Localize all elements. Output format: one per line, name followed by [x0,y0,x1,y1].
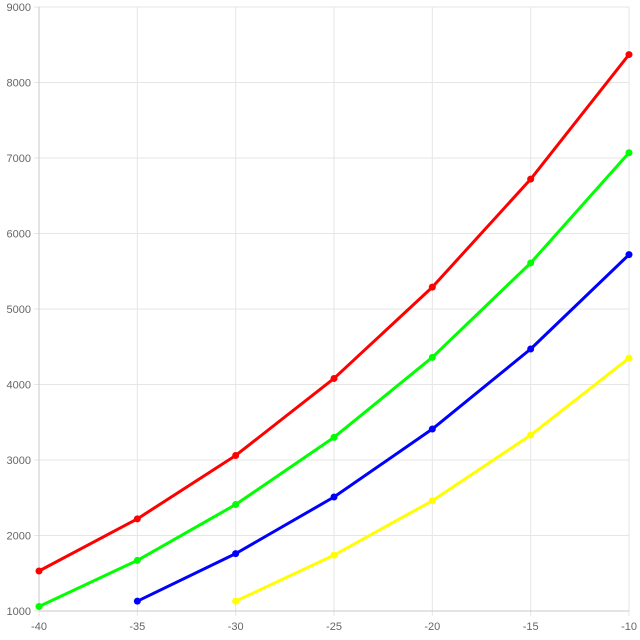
data-point [428,497,436,505]
x-tick-label: -25 [326,621,342,633]
y-tick-label: 7000 [7,153,31,165]
y-tick-label: 8000 [7,78,31,90]
x-tick-label: -40 [31,621,47,633]
axes [38,7,629,612]
data-point [35,602,43,610]
data-point [527,431,535,439]
y-tick-label: 5000 [7,304,31,316]
y-tick-label: 1000 [7,606,31,618]
data-point [527,259,535,267]
y-axis-ticks: 1000 2000 3000 4000 5000 6000 7000 8000 9000 [7,2,31,618]
series-4 [232,354,633,605]
data-point [232,597,240,605]
y-tick-label: 9000 [7,2,31,14]
data-point [428,283,436,291]
data-point [133,556,141,564]
data-point [232,451,240,459]
y-tick-label: 6000 [7,229,31,241]
data-point [330,433,338,441]
x-axis-ticks: -40 -35 -30 -25 -20 -15 -10 [31,621,637,633]
data-point [330,551,338,559]
series-line [135,253,631,603]
series-1 [35,51,633,575]
data-point [428,353,436,361]
data-point [625,149,633,157]
grid [34,6,630,616]
y-tick-label: 3000 [7,455,31,467]
data-point [428,425,436,433]
data-point [35,567,43,575]
data-point [133,515,141,523]
series-layer [35,51,633,610]
data-point [232,550,240,558]
x-tick-label: -20 [424,621,440,633]
y-tick-label: 4000 [7,380,31,392]
series-3 [133,251,633,605]
data-point [625,51,633,59]
y-tick-label: 2000 [7,531,31,543]
data-point [625,354,633,362]
data-point [133,597,141,605]
data-point [527,345,535,353]
x-tick-label: -10 [621,621,637,633]
data-point [330,374,338,382]
x-tick-label: -15 [523,621,539,633]
x-tick-label: -30 [228,621,244,633]
x-tick-label: -35 [129,621,145,633]
data-point [527,175,535,183]
data-point [625,251,633,259]
data-point [330,493,338,501]
data-point [232,501,240,509]
series-2 [35,149,633,610]
